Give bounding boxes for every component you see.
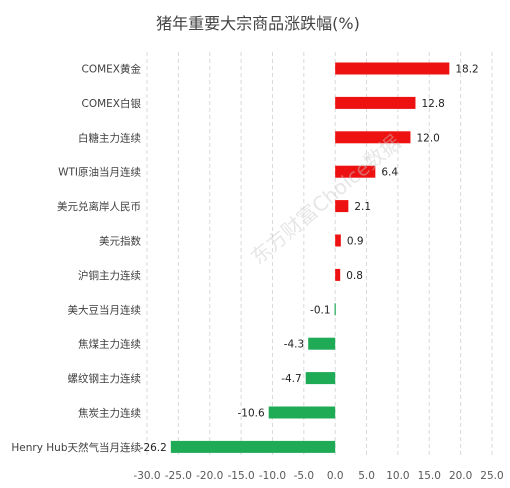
category-label: COMEX黄金 — [82, 63, 142, 76]
bar — [308, 337, 336, 350]
bar — [170, 440, 336, 453]
bar — [335, 131, 411, 144]
bar — [335, 62, 450, 75]
x-tick-label: -5.0 — [294, 470, 315, 482]
category-label: 沪铜主力连续 — [78, 269, 141, 282]
x-tick-label: 0.0 — [327, 470, 344, 482]
x-tick-label: -10.0 — [259, 470, 286, 482]
labels: -30.0 -25.0 -20.0 -15.0 -10.0 -5.0 0.0 5.0 10.0 1… — [11, 63, 503, 483]
category-label: WTI原油当月连续 — [58, 166, 141, 179]
category-label: 焦煤主力连续 — [78, 338, 141, 351]
data-label: 12.0 — [416, 132, 439, 144]
category-label: 焦炭主力连续 — [78, 407, 141, 420]
data-label: -4.7 — [281, 373, 302, 385]
x-tick-label: -30.0 — [133, 470, 160, 482]
data-label: -4.3 — [284, 339, 305, 351]
bar — [335, 96, 416, 109]
category-label: 美大豆当月连续 — [68, 303, 142, 316]
x-tick-label: 20.0 — [449, 470, 472, 482]
data-label: 12.8 — [421, 98, 444, 110]
x-tick-label: 25.0 — [480, 470, 503, 482]
chart-title: 猪年重要大宗商品涨跌幅(%) — [156, 14, 360, 33]
x-tick-label: -25.0 — [165, 470, 192, 482]
bars — [170, 62, 450, 453]
x-tick-label: 10.0 — [386, 470, 409, 482]
x-tick-label: -20.0 — [196, 470, 223, 482]
bar — [268, 406, 336, 419]
data-label: -10.6 — [238, 408, 265, 420]
bar — [335, 165, 376, 178]
data-label: 18.2 — [455, 64, 478, 76]
watermark: 东方财富Choice数据 — [246, 130, 405, 269]
bar — [335, 268, 341, 281]
data-label: -26.2 — [140, 442, 167, 454]
category-label: 美元兑离岸人民币 — [57, 200, 141, 213]
bar — [335, 234, 341, 247]
bar — [305, 372, 336, 385]
bar — [335, 200, 349, 213]
category-label: 美元指数 — [99, 235, 141, 248]
data-label: -0.1 — [310, 304, 331, 316]
category-label: 白糖主力连续 — [78, 131, 141, 144]
x-tick-label: 5.0 — [358, 470, 375, 482]
data-label: 0.9 — [347, 236, 364, 248]
bar — [334, 303, 336, 316]
data-label: 0.8 — [346, 270, 363, 282]
category-label: Henry Hub天然气当月连续 — [11, 441, 141, 454]
x-tick-label: 15.0 — [418, 470, 441, 482]
category-label: 螺纹钢主力连续 — [68, 372, 142, 385]
category-label: COMEX白银 — [82, 97, 142, 110]
data-label: 2.1 — [354, 201, 371, 213]
grid-lines — [146, 52, 493, 458]
data-label: 6.4 — [381, 167, 398, 179]
x-tick-label: -15.0 — [228, 470, 255, 482]
